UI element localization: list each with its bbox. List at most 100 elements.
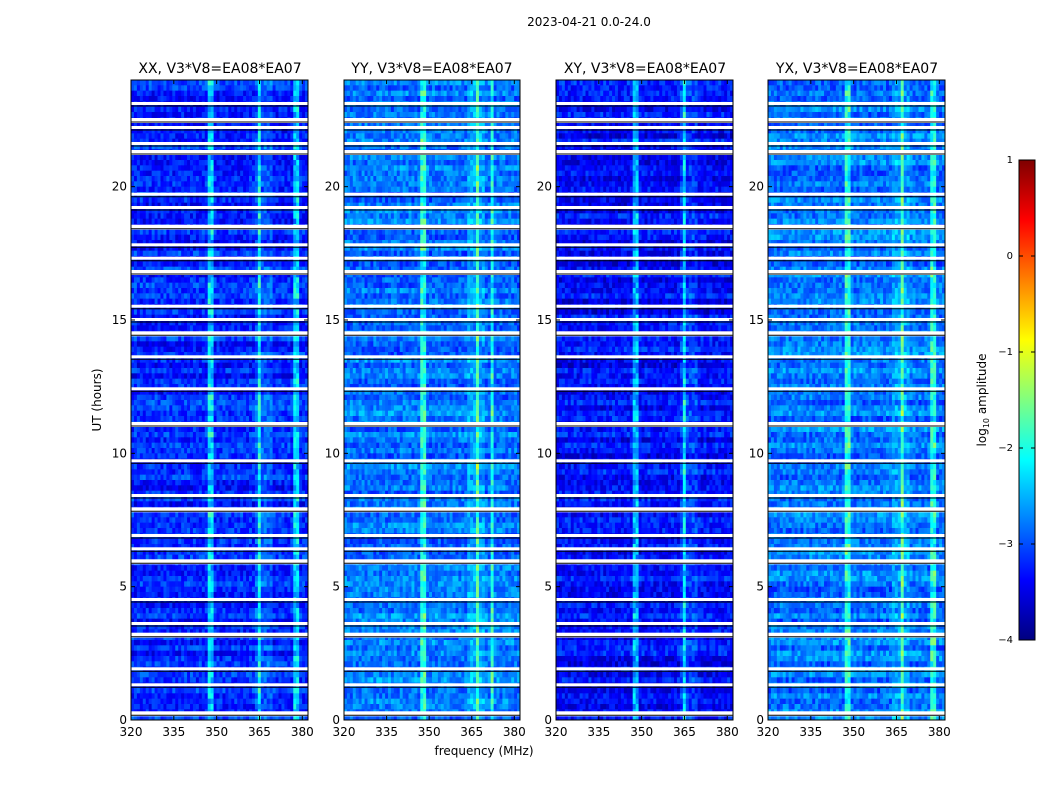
- heatmap-cell: [204, 234, 209, 241]
- heatmap-cell: [296, 144, 300, 150]
- heatmap-cell: [192, 432, 197, 438]
- heatmap-cell: [187, 128, 191, 134]
- heatmap-cell: [148, 389, 153, 396]
- heatmap-cell: [254, 410, 259, 417]
- heatmap-cell: [136, 176, 141, 182]
- heatmap-cell: [302, 464, 306, 470]
- heatmap-cell: [163, 496, 167, 502]
- heatmap-cell: [231, 448, 235, 454]
- heatmap-cell: [222, 346, 226, 353]
- heatmap-cell: [172, 128, 176, 134]
- heatmap-cell: [284, 144, 288, 150]
- heatmap-cell: [228, 432, 232, 438]
- heatmap-cell: [251, 165, 256, 172]
- heatmap-cell: [139, 426, 144, 433]
- heatmap-cell: [302, 112, 306, 118]
- heatmap-cell: [151, 240, 155, 246]
- heatmap-cell: [260, 133, 265, 140]
- heatmap-cell: [142, 80, 147, 86]
- heatmap-cell: [251, 384, 256, 390]
- heatmap-cell: [296, 341, 300, 348]
- heatmap-cell: [293, 320, 297, 326]
- heatmap-cell: [281, 266, 285, 273]
- heatmap-cell: [269, 250, 273, 257]
- heatmap-cell: [142, 96, 147, 102]
- heatmap-cell: [290, 309, 294, 316]
- heatmap-cell: [251, 373, 256, 380]
- heatmap-cell: [260, 410, 265, 417]
- heatmap-cell: [201, 309, 206, 316]
- heatmap-cell: [293, 336, 297, 342]
- heatmap-cell: [148, 80, 153, 86]
- heatmap-cell: [254, 469, 259, 476]
- heatmap-cell: [204, 341, 209, 348]
- heatmap-cell: [305, 90, 309, 97]
- heatmap-cell: [195, 314, 200, 321]
- heatmap-cell: [163, 485, 167, 492]
- heatmap-cell: [249, 426, 253, 433]
- heatmap-cell: [142, 373, 147, 380]
- heatmap-cell: [296, 512, 300, 518]
- heatmap-cell: [231, 245, 235, 252]
- heatmap-cell: [154, 442, 158, 449]
- heatmap-cell: [272, 512, 276, 518]
- heatmap-cell: [231, 432, 235, 438]
- heatmap-cell: [269, 474, 273, 481]
- heatmap-cell: [145, 234, 150, 241]
- heatmap-cell: [157, 122, 161, 129]
- heatmap-cell: [172, 261, 176, 268]
- heatmap-cell: [281, 133, 285, 140]
- heatmap-cell: [169, 133, 173, 140]
- heatmap-cell: [284, 309, 288, 316]
- heatmap-cell: [133, 336, 138, 342]
- heatmap-cell: [260, 314, 265, 321]
- figure-suptitle: 2023-04-21 0.0-24.0: [527, 15, 651, 29]
- heatmap-cell: [272, 389, 276, 396]
- heatmap-cell: [178, 112, 182, 118]
- heatmap-cell: [166, 405, 170, 412]
- heatmap-cell: [154, 416, 158, 422]
- heatmap-cell: [160, 138, 164, 145]
- heatmap-cell: [163, 181, 167, 188]
- heatmap-cell: [187, 517, 191, 524]
- heatmap-cell: [181, 176, 185, 182]
- heatmap-cell: [293, 133, 297, 140]
- heatmap-cell: [231, 437, 235, 444]
- heatmap-cell: [145, 122, 150, 129]
- heatmap-cell: [172, 362, 176, 369]
- heatmap-cell: [219, 218, 223, 225]
- heatmap-cell: [166, 298, 170, 305]
- heatmap-cell: [287, 229, 291, 236]
- heatmap-cell: [166, 336, 170, 342]
- heatmap-cell: [163, 261, 167, 268]
- heatmap-cell: [181, 480, 185, 486]
- heatmap-cell: [207, 122, 212, 129]
- heatmap-cell: [287, 373, 291, 380]
- heatmap-cell: [187, 480, 191, 486]
- heatmap-cell: [175, 453, 179, 460]
- heatmap-cell: [251, 106, 256, 113]
- heatmap-cell: [175, 293, 179, 300]
- heatmap-cell: [213, 464, 217, 470]
- heatmap-cell: [251, 496, 256, 502]
- heatmap-cell: [287, 517, 291, 524]
- heatmap-cell: [166, 485, 170, 492]
- heatmap-cell: [166, 389, 170, 396]
- heatmap-cell: [187, 496, 191, 502]
- heatmap-cell: [272, 181, 276, 188]
- heatmap-cell: [302, 250, 306, 257]
- heatmap-cell: [195, 186, 200, 193]
- heatmap-cell: [178, 90, 182, 97]
- heatmap-cell: [222, 218, 226, 225]
- heatmap-cell: [163, 170, 167, 177]
- heatmap-cell: [237, 234, 241, 241]
- heatmap-cell: [201, 314, 206, 321]
- heatmap-cell: [133, 320, 138, 326]
- heatmap-cell: [237, 293, 241, 300]
- heatmap-cell: [169, 250, 173, 257]
- heatmap-cell: [257, 357, 262, 364]
- heatmap-cell: [257, 368, 262, 374]
- heatmap-cell: [151, 154, 155, 161]
- heatmap-cell: [296, 314, 300, 321]
- heatmap-cell: [251, 512, 256, 518]
